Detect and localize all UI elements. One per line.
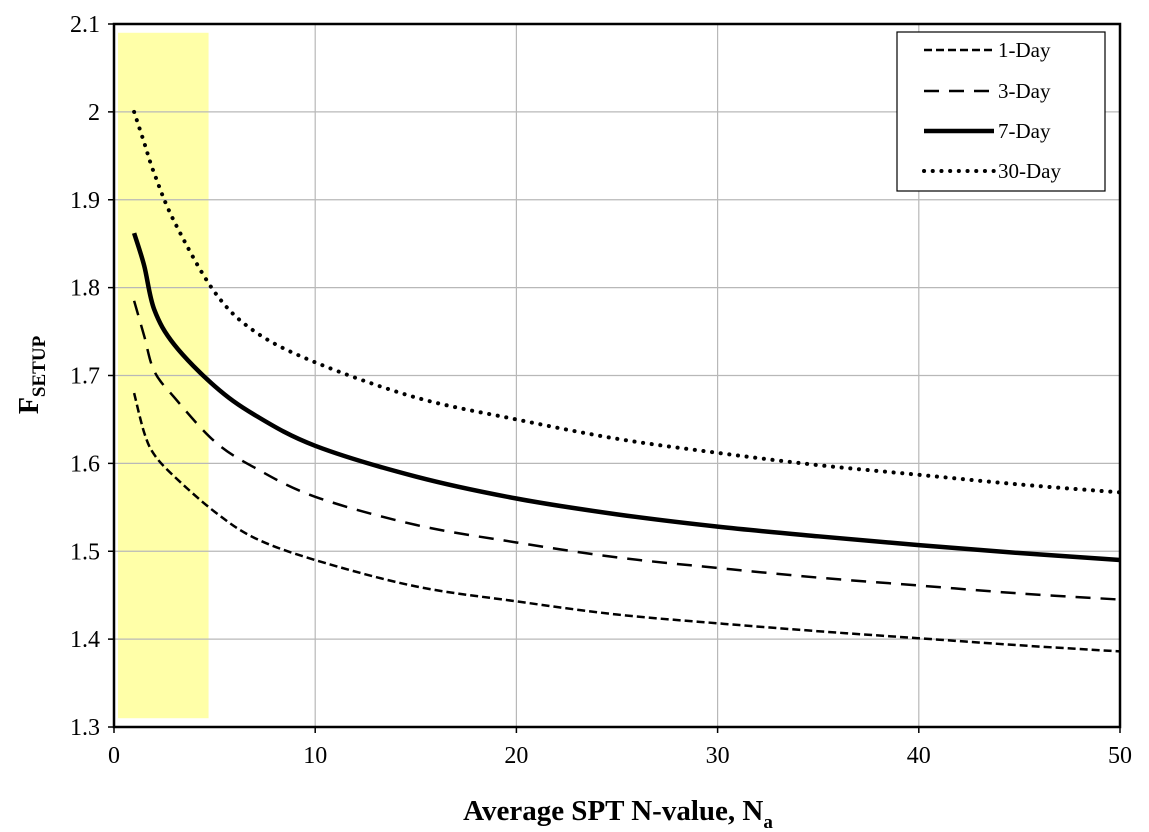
grid-layer bbox=[114, 24, 1120, 727]
y-tick-label: 1.3 bbox=[70, 715, 100, 741]
x-tick-label: 20 bbox=[504, 743, 528, 769]
legend-item: 1-Day bbox=[924, 38, 1051, 62]
y-tick-label: 1.5 bbox=[70, 539, 100, 565]
y-tick-label: 1.7 bbox=[70, 364, 100, 390]
y-axis-title-subscript: SETUP bbox=[29, 335, 50, 397]
series-line-30-day bbox=[132, 109, 1122, 495]
tick-labels: 0 10 20 30 40 50 1.3 1.4 1.5 1.6 1.7 1.8 1.9 2 2.1 bbox=[70, 12, 1132, 769]
legend-label: 1-Day bbox=[998, 38, 1051, 62]
series-layer bbox=[131, 109, 1122, 653]
legend-label: 3-Day bbox=[998, 79, 1051, 103]
legend-item: 7-Day bbox=[924, 119, 1051, 143]
series-line-1-day bbox=[132, 392, 1121, 653]
legend-label: 7-Day bbox=[998, 119, 1051, 143]
legend: 1-Day 3-Day 7-Day 30-Day bbox=[896, 31, 1106, 192]
x-tick-label: 50 bbox=[1108, 743, 1132, 769]
legend-item: 30-Day bbox=[922, 159, 1061, 183]
x-tick-label: 40 bbox=[907, 743, 931, 769]
y-tick-label: 1.8 bbox=[70, 276, 100, 302]
x-axis-title-subscript: a bbox=[763, 812, 773, 832]
series-line-7-day bbox=[131, 232, 1121, 563]
y-tick-label: 1.4 bbox=[70, 627, 100, 653]
legend-item: 3-Day bbox=[924, 79, 1051, 103]
y-tick-label: 1.6 bbox=[70, 451, 100, 477]
x-axis-title-main: Average SPT N-value, N bbox=[463, 795, 763, 827]
y-tick-label: 2.1 bbox=[70, 12, 100, 38]
y-axis-title: FSETUP bbox=[14, 335, 50, 414]
series-line-3-day bbox=[132, 300, 1121, 601]
y-tick-label: 1.9 bbox=[70, 188, 100, 214]
y-tick-label: 2 bbox=[88, 100, 100, 126]
x-tick-label: 30 bbox=[706, 743, 730, 769]
legend-label: 30-Day bbox=[998, 159, 1061, 183]
x-axis-title: Average SPT N-value, Na bbox=[463, 795, 773, 832]
y-axis-title-main: F bbox=[14, 397, 45, 414]
x-tick-label: 10 bbox=[303, 743, 327, 769]
legend-box bbox=[896, 31, 1106, 192]
x-tick-label: 0 bbox=[108, 743, 120, 769]
